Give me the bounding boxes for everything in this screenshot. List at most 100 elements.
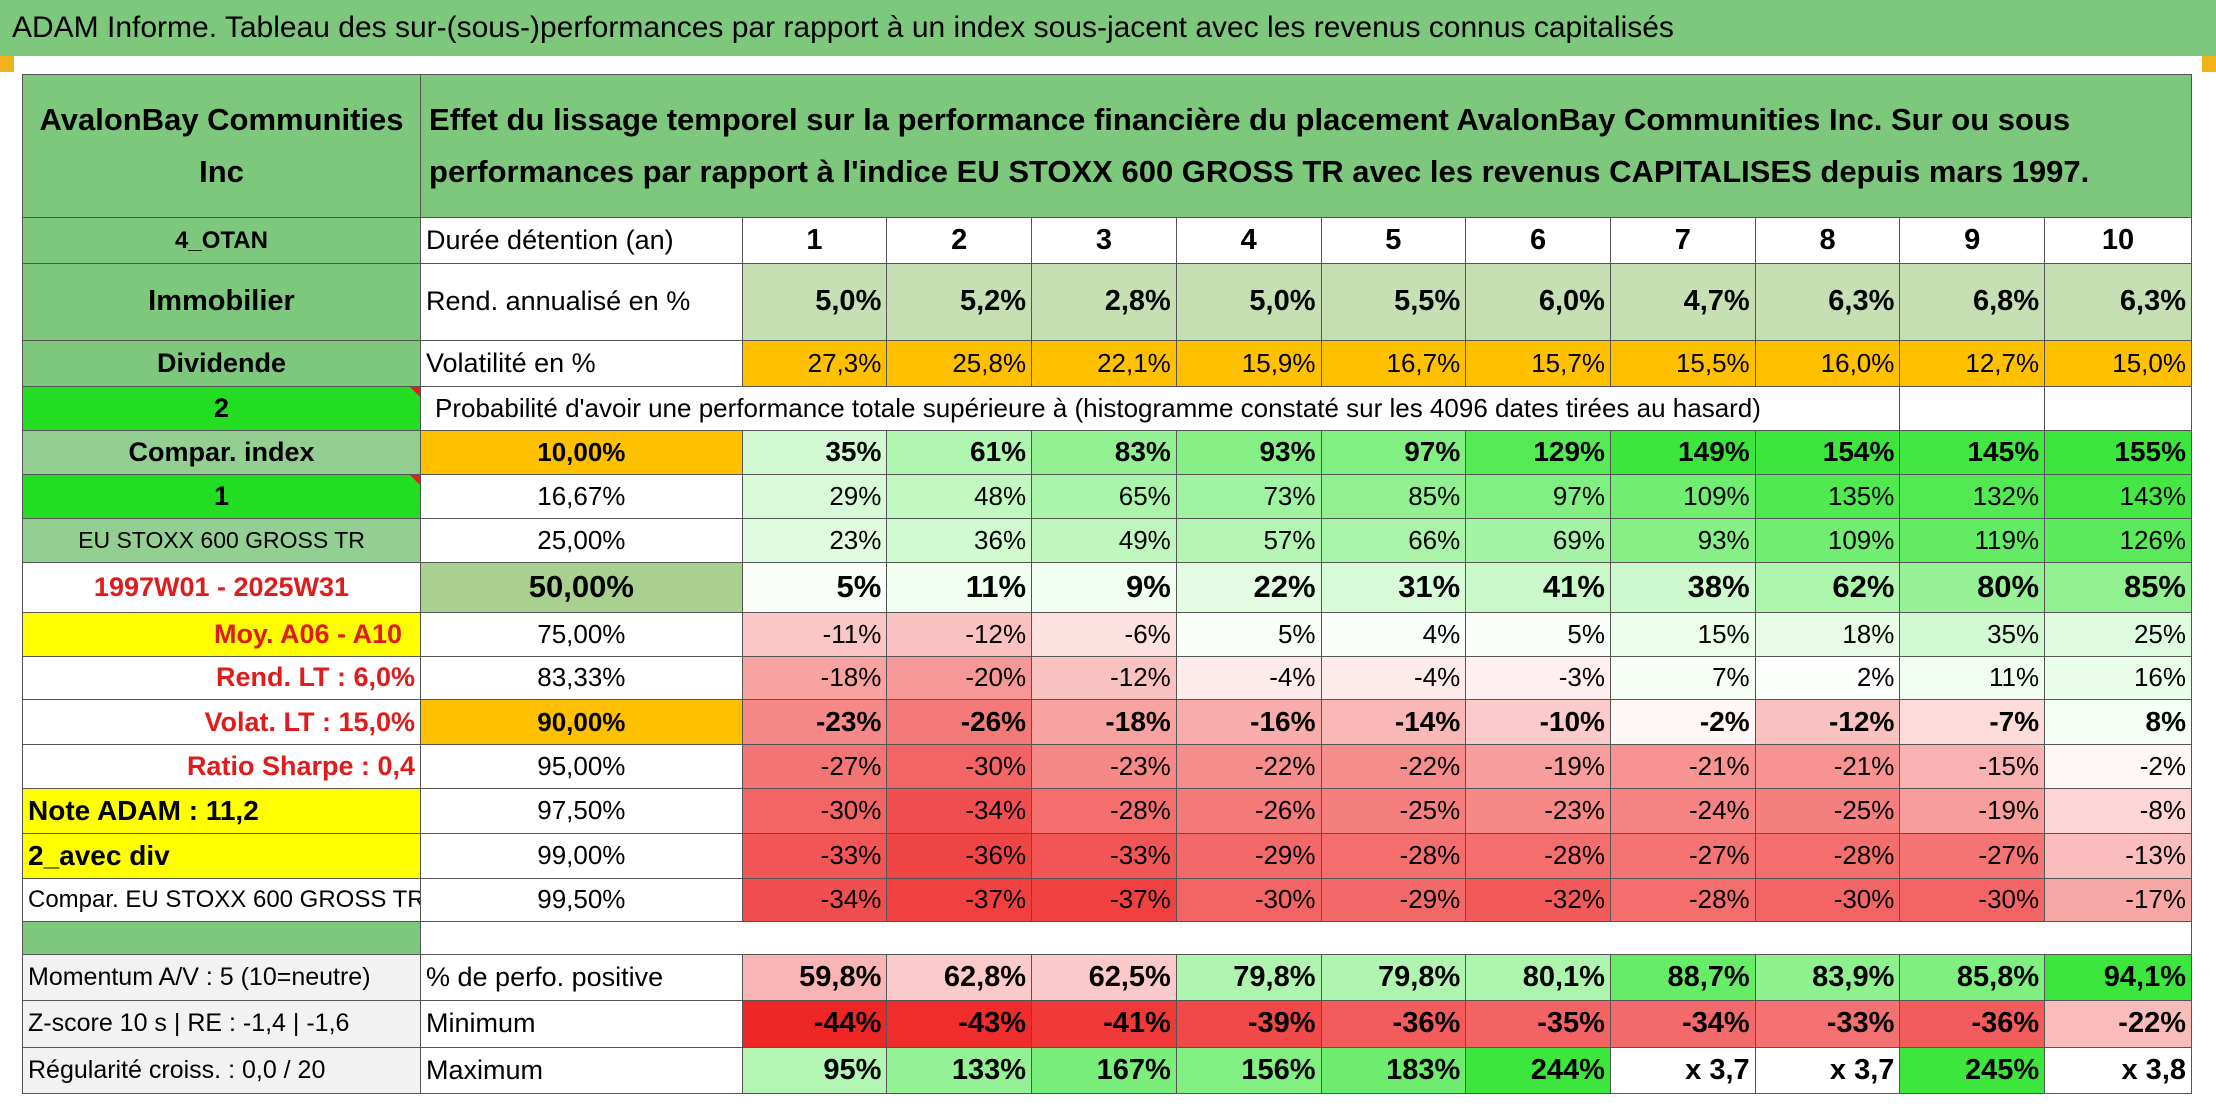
- vol-value: 27,3%: [741, 339, 888, 387]
- spacer-cell: [21, 921, 422, 955]
- year-header: 1: [741, 217, 888, 265]
- percentile-row: EU STOXX 600 GROSS TR 25,00% 23% 36% 49% 57% 6…: [21, 518, 2192, 563]
- percentile-value: 57%: [1175, 518, 1322, 563]
- maximum-value: x 3,7: [1754, 1046, 1901, 1094]
- minimum-value: -34%: [1609, 1000, 1756, 1048]
- percentile-value: 38%: [1609, 561, 1756, 614]
- period-label: 1997W01 - 2025W31: [21, 561, 422, 614]
- percentile-value: -4%: [1175, 655, 1322, 701]
- minimum-value: -22%: [2044, 1000, 2192, 1048]
- percentile-value: 97%: [1465, 474, 1611, 520]
- vol-value: 22,1%: [1031, 339, 1177, 387]
- rend-value: 6,3%: [2044, 263, 2192, 341]
- empty-cell: [1899, 385, 2046, 431]
- year-header: 4: [1175, 217, 1322, 265]
- maximum-value: 133%: [886, 1046, 1033, 1094]
- minimum-row: Z-score 10 s | RE : -1,4 | -1,6 Minimum -4…: [21, 1000, 2192, 1048]
- percentile-value: -23%: [1465, 787, 1611, 834]
- percentile-value: 9%: [1031, 561, 1177, 614]
- rend-value: 6,3%: [1754, 263, 1901, 341]
- empty-cell: [2044, 385, 2192, 431]
- moy-label: Moy. A06 - A10: [21, 612, 422, 657]
- percentile-value: -33%: [1031, 832, 1177, 879]
- compar-index-label: Compar. index: [21, 429, 422, 476]
- percentile-value: 132%: [1899, 474, 2046, 520]
- label-vol: Volatilité en %: [420, 339, 743, 387]
- percentile-label: 10,00%: [420, 429, 743, 476]
- positive-value: 79,8%: [1175, 953, 1322, 1002]
- option-one: 1: [21, 474, 422, 520]
- percentile-value: -24%: [1609, 787, 1756, 834]
- positive-row: Momentum A/V : 5 (10=neutre)% de perfo. …: [21, 953, 2192, 1002]
- percentile-value: -21%: [1609, 744, 1756, 789]
- percentile-value: -19%: [1465, 744, 1611, 789]
- percentile-value: -4%: [1320, 655, 1467, 701]
- percentile-value: -28%: [1609, 877, 1756, 923]
- positive-value: 79,8%: [1320, 953, 1467, 1002]
- positive-value: 80,1%: [1465, 953, 1611, 1002]
- percentile-value: 61%: [886, 429, 1033, 476]
- percentile-label: 16,67%: [420, 474, 743, 520]
- percentile-row: 2_avec div 99,00% -33% -36% -33% -29% -28% -28%…: [21, 832, 2192, 879]
- regularite-label: Régularité croiss. : 0,0 / 20: [21, 1046, 422, 1094]
- percentile-value: 29%: [741, 474, 888, 520]
- percentile-value: -21%: [1754, 744, 1901, 789]
- label-minimum: Minimum: [420, 1000, 743, 1048]
- rend-value: 5,5%: [1320, 263, 1467, 341]
- corner-marker: [2202, 56, 2216, 72]
- maximum-value: 156%: [1175, 1046, 1322, 1094]
- label-proba: Probabilité d'avoir une performance tota…: [420, 385, 1901, 431]
- percentile-value: -11%: [741, 612, 888, 657]
- percentile-value: 135%: [1754, 474, 1901, 520]
- percentile-value: -34%: [886, 787, 1033, 834]
- year-header: 9: [1899, 217, 2046, 265]
- percentile-value: -2%: [1609, 699, 1756, 746]
- minimum-value: -41%: [1031, 1000, 1177, 1048]
- positive-value: 85,8%: [1899, 953, 2046, 1002]
- sharpe-label: Ratio Sharpe : 0,4: [21, 744, 422, 789]
- positive-value: 62,5%: [1031, 953, 1177, 1002]
- percentile-value: 22%: [1175, 561, 1322, 614]
- percentile-value: -18%: [741, 655, 888, 701]
- percentile-row: Moy. A06 - A10 75,00% -11% -12% -6% 5% 4% 5% 15%…: [21, 612, 2192, 657]
- percentile-value: -12%: [886, 612, 1033, 657]
- percentile-label: 99,00%: [420, 832, 743, 879]
- rend-row: Immobilier Rend. annualisé en % 5,0% 5,2% 2,…: [21, 263, 2192, 341]
- year-header: 3: [1031, 217, 1177, 265]
- percentile-value: -6%: [1031, 612, 1177, 657]
- percentile-value: -28%: [1465, 832, 1611, 879]
- percentile-value: 149%: [1609, 429, 1756, 476]
- comment-marker: [410, 475, 420, 486]
- percentile-value: -20%: [886, 655, 1033, 701]
- rend-value: 6,0%: [1465, 263, 1611, 341]
- percentile-value: -3%: [1465, 655, 1611, 701]
- percentile-value: 2%: [1754, 655, 1901, 701]
- percentile-value: -13%: [2044, 832, 2192, 879]
- percentile-row: Rend. LT : 6,0% 83,33% -18% -20% -12% -4% -4% -…: [21, 655, 2192, 701]
- volat-lt-label: Volat. LT : 15,0%: [21, 699, 422, 746]
- percentile-value: 126%: [2044, 518, 2192, 563]
- percentile-value: -16%: [1175, 699, 1322, 746]
- minimum-value: -36%: [1899, 1000, 2046, 1048]
- percentile-value: 4%: [1320, 612, 1467, 657]
- positive-value: 94,1%: [2044, 953, 2192, 1002]
- vol-value: 15,5%: [1609, 339, 1756, 387]
- percentile-value: 62%: [1754, 561, 1901, 614]
- percentile-value: 41%: [1465, 561, 1611, 614]
- minimum-value: -43%: [886, 1000, 1033, 1048]
- index-name: EU STOXX 600 GROSS TR: [21, 518, 422, 563]
- vol-value: 25,8%: [886, 339, 1033, 387]
- spacer-row: [21, 921, 2192, 955]
- percentile-value: -29%: [1175, 832, 1322, 879]
- percentile-value: -8%: [2044, 787, 2192, 834]
- spacer-cell: [420, 921, 2192, 955]
- percentile-value: -27%: [741, 744, 888, 789]
- maximum-value: x 3,7: [1609, 1046, 1756, 1094]
- percentile-value: 85%: [2044, 561, 2192, 614]
- percentile-value: 93%: [1609, 518, 1756, 563]
- option-two: 2: [21, 385, 422, 431]
- percentile-value: 36%: [886, 518, 1033, 563]
- percentile-value: 154%: [1754, 429, 1901, 476]
- percentile-label: 97,50%: [420, 787, 743, 834]
- positive-value: 62,8%: [886, 953, 1033, 1002]
